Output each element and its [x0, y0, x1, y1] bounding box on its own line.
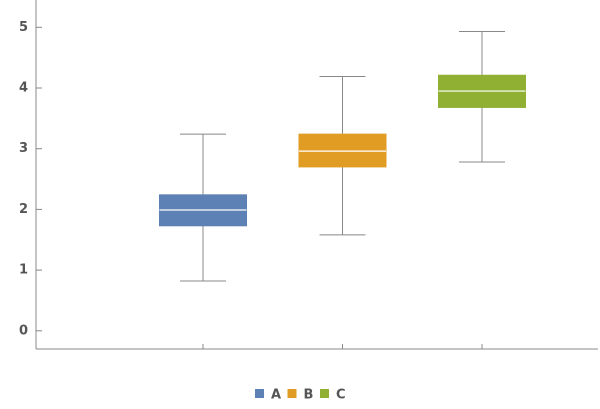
y-tick-label: 2: [19, 202, 28, 217]
y-tick-label: 4: [19, 81, 28, 96]
box: [298, 133, 387, 168]
y-tick-label: 1: [19, 263, 28, 278]
y-tick-label: 0: [19, 323, 28, 338]
y-tick-label: 3: [19, 141, 28, 156]
legend-label: B: [304, 388, 314, 403]
legend-label: A: [271, 388, 281, 403]
legend-swatch: [255, 389, 264, 398]
y-tick-label: 5: [19, 20, 28, 35]
legend-swatch: [287, 389, 297, 398]
legend-swatch: [320, 389, 329, 398]
legend-label: C: [336, 388, 346, 403]
